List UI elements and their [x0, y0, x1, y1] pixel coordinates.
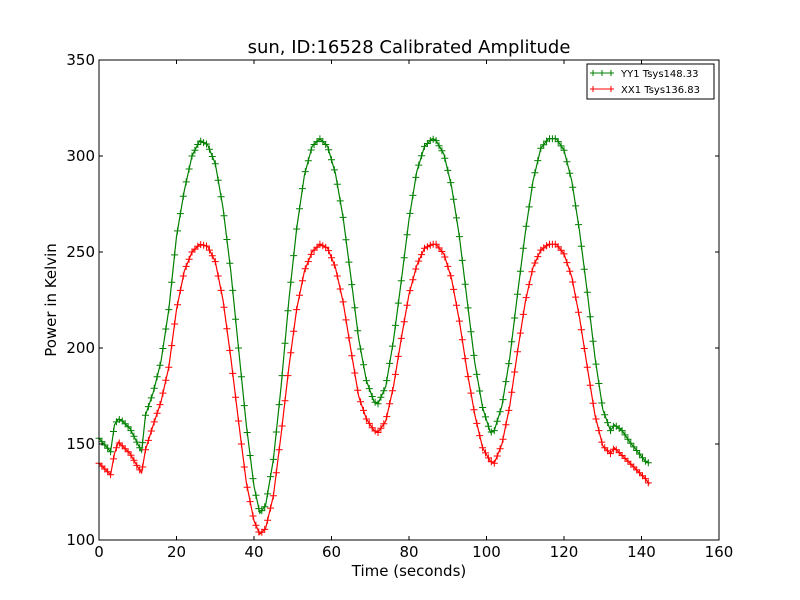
x-tick-label: 40: [244, 543, 263, 561]
plot-area: [95, 135, 652, 536]
x-tick-label: 0: [94, 543, 104, 561]
legend-label-yy1: YY1 Tsys148.33: [620, 69, 699, 80]
x-axis: 0 20 40 60 80 100 120 140 160: [94, 60, 733, 561]
x-tick-label: 100: [472, 543, 501, 561]
y-tick-label: 250: [66, 243, 95, 261]
y-tick-label: 150: [66, 435, 95, 453]
x-tick-label: 60: [322, 543, 341, 561]
y-tick-label: 350: [66, 51, 95, 69]
legend-entry-xx1: XX1 Tsys136.83: [590, 85, 700, 96]
x-tick-label: 160: [705, 543, 734, 561]
legend-entry-yy1: YY1 Tsys148.33: [590, 69, 699, 80]
y-tick-label: 200: [66, 339, 95, 357]
legend-box: [586, 63, 715, 100]
y-tick-label: 300: [66, 147, 95, 165]
legend-label-xx1: XX1 Tsys136.83: [621, 85, 700, 96]
y-tick-label: 100: [66, 531, 95, 549]
x-axis-label: Time (seconds): [351, 562, 467, 580]
x-tick-label: 80: [399, 543, 418, 561]
y-axis-label: Power in Kelvin: [42, 243, 60, 357]
chart-title: sun, ID:16528 Calibrated Amplitude: [248, 37, 571, 58]
y-axis: 100 150 200 250 300 350: [66, 51, 719, 549]
series-1: [95, 240, 652, 536]
legend-marker-yy1: [590, 70, 614, 76]
x-tick-label: 120: [550, 543, 579, 561]
x-tick-label: 20: [167, 543, 186, 561]
legend: YY1 Tsys148.33 XX1 Tsys136.83: [586, 63, 715, 100]
legend-marker-xx1: [590, 86, 614, 92]
x-tick-label: 140: [627, 543, 656, 561]
